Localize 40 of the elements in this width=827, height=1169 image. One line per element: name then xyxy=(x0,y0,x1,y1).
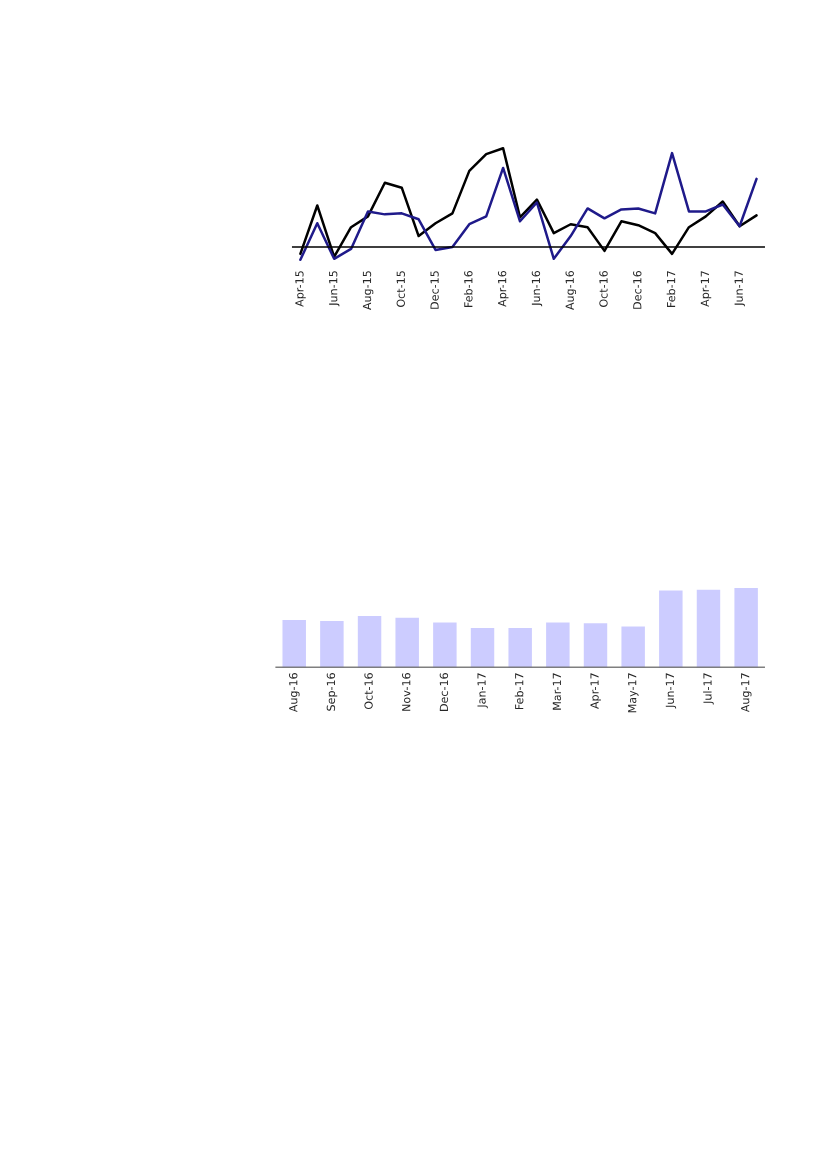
x-tick-label: Apr-17 xyxy=(700,271,712,307)
x-tick-label: Aug-17 xyxy=(741,673,752,713)
bar xyxy=(544,621,571,668)
x-tick-label: Oct-16 xyxy=(599,270,608,307)
bar xyxy=(469,626,496,668)
x-tick-label: Nov-16 xyxy=(402,673,411,711)
x-tick-label: Feb-17 xyxy=(514,673,524,710)
x-tick-label: Jun-15 xyxy=(329,271,340,307)
x-tick-label: Aug-15 xyxy=(362,271,374,310)
x-tick-label: Dec-15 xyxy=(430,271,439,309)
bar xyxy=(281,618,308,668)
x-tick-label: Aug-16 xyxy=(289,673,300,713)
x-tick-label: Jun-16 xyxy=(531,270,543,307)
x-tick-label: Sep-16 xyxy=(326,673,338,711)
bar xyxy=(695,588,722,668)
bar xyxy=(431,621,458,668)
x-tick-label: Feb-16 xyxy=(463,270,473,307)
x-tick-label: Oct-15 xyxy=(396,271,405,307)
x-tick-label: Oct-16 xyxy=(364,673,373,710)
x-tick-label: Jun-17 xyxy=(665,673,677,709)
x-tick-label: Dec-16 xyxy=(633,270,642,309)
x-tick-label: Apr-15 xyxy=(295,271,306,307)
bar xyxy=(733,586,760,668)
x-tick-label: Apr-16 xyxy=(497,270,509,307)
bar xyxy=(394,616,421,668)
x-tick-label: Jan-17 xyxy=(477,673,488,709)
x-tick-label: Dec-16 xyxy=(439,673,449,711)
bar xyxy=(318,619,346,668)
bar xyxy=(356,614,383,668)
x-tick-label: Aug-16 xyxy=(565,270,577,310)
bar xyxy=(620,625,647,668)
x-tick-label: Mar-17 xyxy=(552,673,562,710)
x-tick-label: May-17 xyxy=(628,673,639,713)
x-tick-label: Jul-17 xyxy=(703,673,714,705)
x-tick-label: Jun-17 xyxy=(734,271,745,307)
bar xyxy=(507,626,534,668)
x-tick-label: Apr-17 xyxy=(590,673,601,709)
bar xyxy=(582,621,609,668)
x-tick-label: Feb-17 xyxy=(666,271,676,307)
bar xyxy=(657,589,684,668)
